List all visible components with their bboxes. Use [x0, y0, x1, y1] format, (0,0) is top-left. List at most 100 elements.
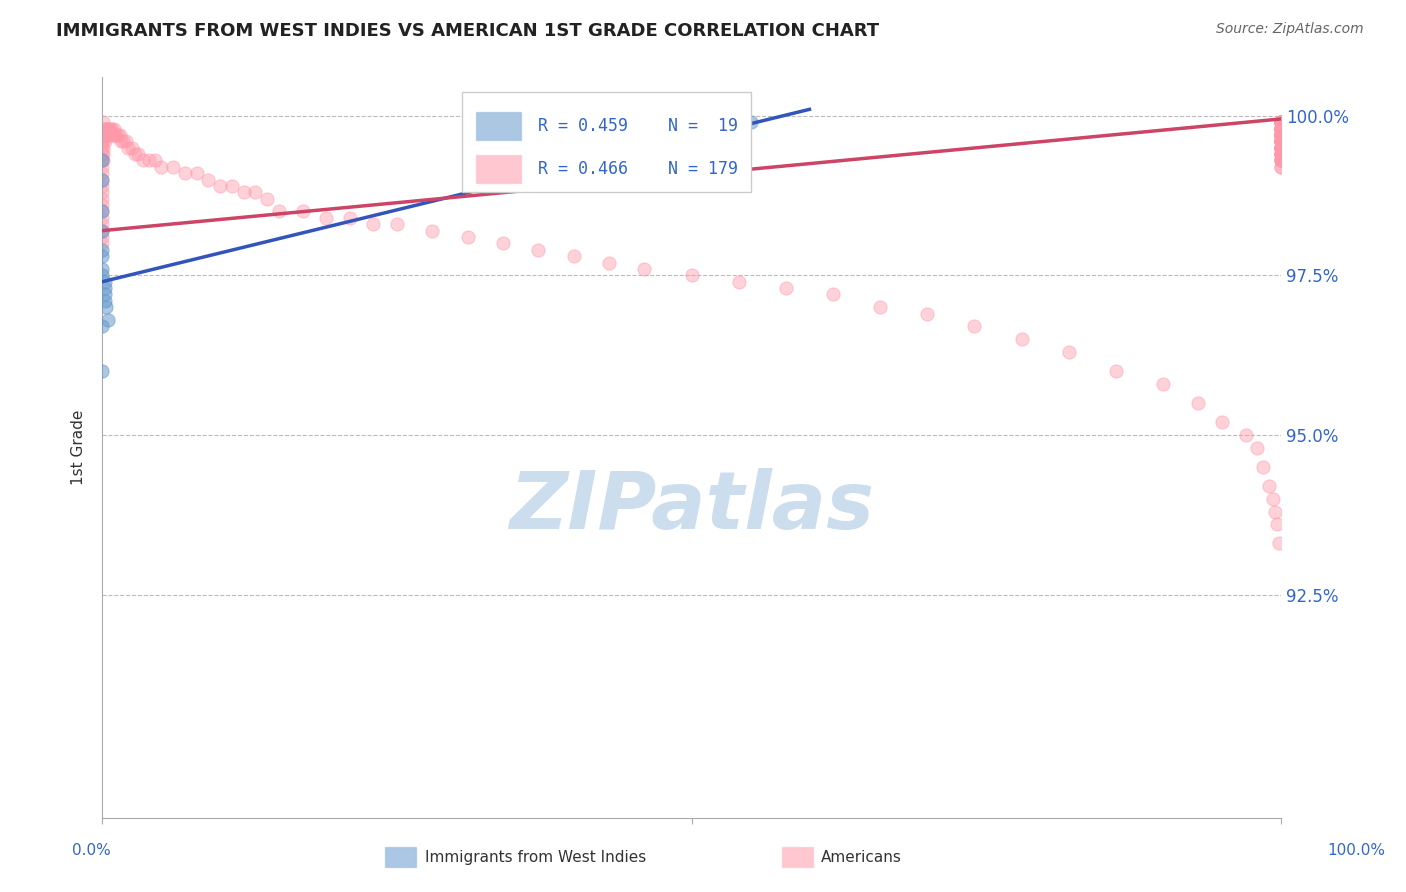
Point: [138, 153, 160, 168]
Point: [162, 160, 184, 174]
Point: [1270, 115, 1292, 129]
Point: [1270, 134, 1292, 148]
Point: [963, 319, 986, 334]
Point: [1270, 134, 1292, 148]
Point: [121, 141, 143, 155]
Point: [97, 121, 120, 136]
Point: [869, 300, 891, 314]
Point: [108, 128, 131, 142]
Point: [93, 281, 115, 295]
Point: [107, 128, 129, 142]
Text: Source: ZipAtlas.com: Source: ZipAtlas.com: [1216, 22, 1364, 37]
Point: [1270, 115, 1292, 129]
Point: [93, 147, 115, 161]
Point: [267, 204, 290, 219]
Point: [91, 160, 114, 174]
Point: [91, 192, 114, 206]
Point: [96, 121, 118, 136]
Point: [1270, 134, 1292, 148]
Point: [1270, 128, 1292, 142]
Point: [1270, 115, 1292, 129]
Point: [681, 268, 703, 283]
Point: [93, 141, 115, 155]
Point: [105, 128, 128, 142]
Point: [91, 186, 114, 200]
Point: [1105, 364, 1128, 378]
Point: [173, 166, 195, 180]
Point: [91, 211, 114, 225]
Point: [1270, 134, 1292, 148]
Point: [1270, 141, 1292, 155]
Point: [1270, 153, 1292, 168]
Point: [1270, 128, 1292, 142]
Point: [1234, 428, 1257, 442]
Point: [91, 147, 114, 161]
Point: [1270, 153, 1292, 168]
Text: ZIPatlas: ZIPatlas: [509, 468, 875, 546]
Point: [1246, 441, 1268, 455]
Point: [1270, 134, 1292, 148]
Point: [1270, 141, 1292, 155]
Point: [1270, 153, 1292, 168]
Point: [740, 115, 762, 129]
Point: [93, 128, 115, 142]
Point: [1270, 128, 1292, 142]
Point: [1270, 128, 1292, 142]
Point: [150, 160, 173, 174]
Point: [385, 217, 408, 231]
Point: [1267, 517, 1289, 532]
Point: [1270, 128, 1292, 142]
Point: [1270, 134, 1292, 148]
Point: [1270, 121, 1292, 136]
Point: [1270, 147, 1292, 161]
Point: [315, 211, 337, 225]
Point: [1270, 141, 1292, 155]
Point: [91, 236, 114, 251]
Text: IMMIGRANTS FROM WEST INDIES VS AMERICAN 1ST GRADE CORRELATION CHART: IMMIGRANTS FROM WEST INDIES VS AMERICAN …: [56, 22, 879, 40]
Point: [91, 141, 114, 155]
Point: [93, 153, 115, 168]
Point: [1270, 115, 1292, 129]
Point: [457, 230, 479, 244]
Point: [91, 319, 114, 334]
Point: [1270, 141, 1292, 155]
Point: [91, 134, 114, 148]
Point: [132, 153, 155, 168]
Point: [117, 141, 139, 155]
Point: [103, 128, 125, 142]
Point: [1270, 115, 1292, 129]
Point: [1270, 141, 1292, 155]
Point: [91, 224, 114, 238]
Point: [186, 166, 208, 180]
Point: [103, 121, 125, 136]
Point: [1270, 147, 1292, 161]
Point: [1270, 128, 1292, 142]
Point: [1270, 115, 1292, 129]
Point: [94, 121, 117, 136]
Point: [1270, 121, 1292, 136]
Point: [91, 198, 114, 212]
Point: [562, 249, 585, 263]
Point: [91, 172, 114, 186]
Point: [1270, 141, 1292, 155]
Point: [492, 236, 515, 251]
Point: [1270, 115, 1292, 129]
Point: [1270, 128, 1292, 142]
Point: [1270, 141, 1292, 155]
Point: [1270, 121, 1292, 136]
Point: [633, 262, 655, 277]
Point: [1270, 128, 1292, 142]
Point: [91, 153, 114, 168]
Text: Immigrants from West Indies: Immigrants from West Indies: [425, 850, 645, 864]
Text: 0.0%: 0.0%: [72, 843, 111, 858]
Point: [98, 121, 121, 136]
Point: [94, 300, 117, 314]
Point: [1270, 115, 1292, 129]
Point: [1258, 479, 1281, 493]
Point: [1264, 504, 1286, 518]
Y-axis label: 1st Grade: 1st Grade: [72, 410, 86, 485]
Point: [1270, 128, 1292, 142]
Point: [1270, 134, 1292, 148]
Point: [1270, 115, 1292, 129]
Point: [94, 128, 117, 142]
